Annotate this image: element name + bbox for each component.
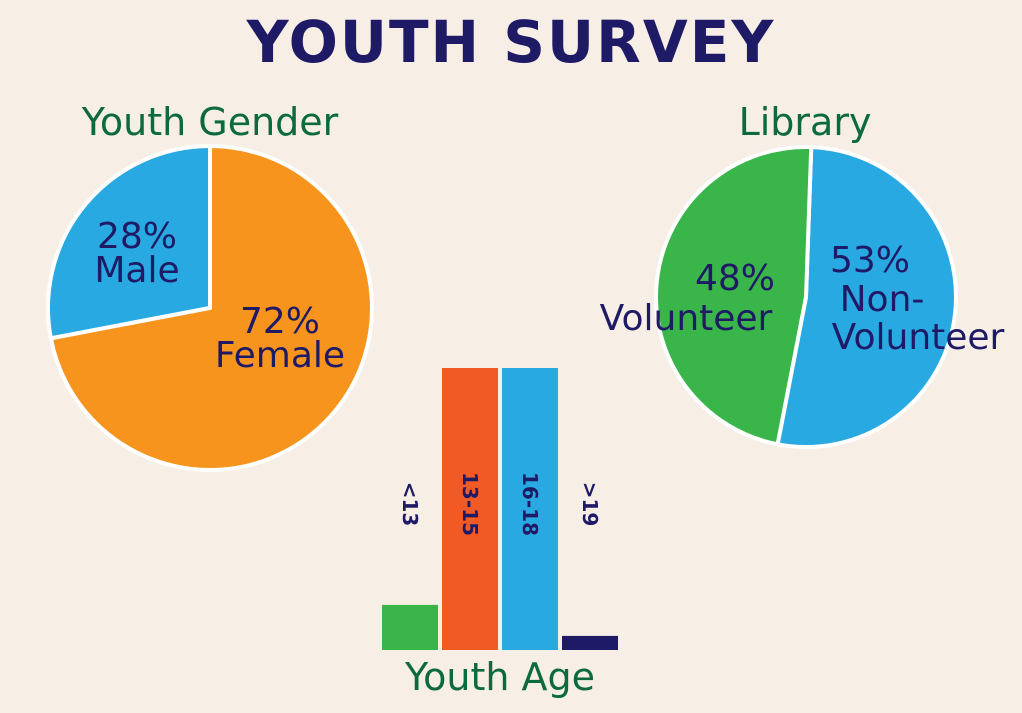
age-bar-label-1: 13-15 bbox=[458, 472, 482, 536]
volunteer-label: Volunteer bbox=[600, 298, 773, 339]
male-percent-label: 28% bbox=[97, 216, 177, 257]
pie-slice-male bbox=[46, 143, 212, 341]
age-bar-label-0: <13 bbox=[398, 482, 422, 527]
age-bar-3 bbox=[562, 635, 618, 650]
pie-slice-volunteer bbox=[654, 145, 814, 447]
age-bar-chart: <13 13-15 16-18 >19 bbox=[382, 368, 618, 650]
pie-slice-non-volunteer bbox=[775, 145, 958, 449]
pie-slice-female bbox=[48, 143, 374, 472]
age-bar-0 bbox=[382, 604, 438, 650]
non-volunteer-label-line2: Volunteer bbox=[832, 317, 1005, 358]
gender-chart-title: Youth Gender bbox=[81, 100, 339, 144]
female-percent-label: 72% bbox=[240, 301, 320, 342]
non-volunteer-percent-label: 53% bbox=[830, 240, 910, 281]
age-chart-title: Youth Age bbox=[404, 655, 596, 699]
volunteer-percent-label: 48% bbox=[695, 258, 775, 299]
age-bar-1 bbox=[442, 368, 498, 650]
age-bar-label-2: 16-18 bbox=[518, 472, 542, 536]
female-label: Female bbox=[215, 335, 345, 376]
age-bar-2 bbox=[502, 368, 558, 650]
non-volunteer-label-line1: Non- bbox=[840, 279, 925, 320]
library-pie: 53% Non- Volunteer 48% Volunteer bbox=[600, 145, 1005, 449]
gender-pie: 28% Male 72% Female bbox=[46, 143, 374, 472]
age-bar-label-3: >19 bbox=[578, 482, 602, 527]
library-chart-title: Library bbox=[738, 100, 872, 144]
page-title: YOUTH SURVEY bbox=[246, 8, 776, 76]
male-label: Male bbox=[94, 250, 179, 291]
